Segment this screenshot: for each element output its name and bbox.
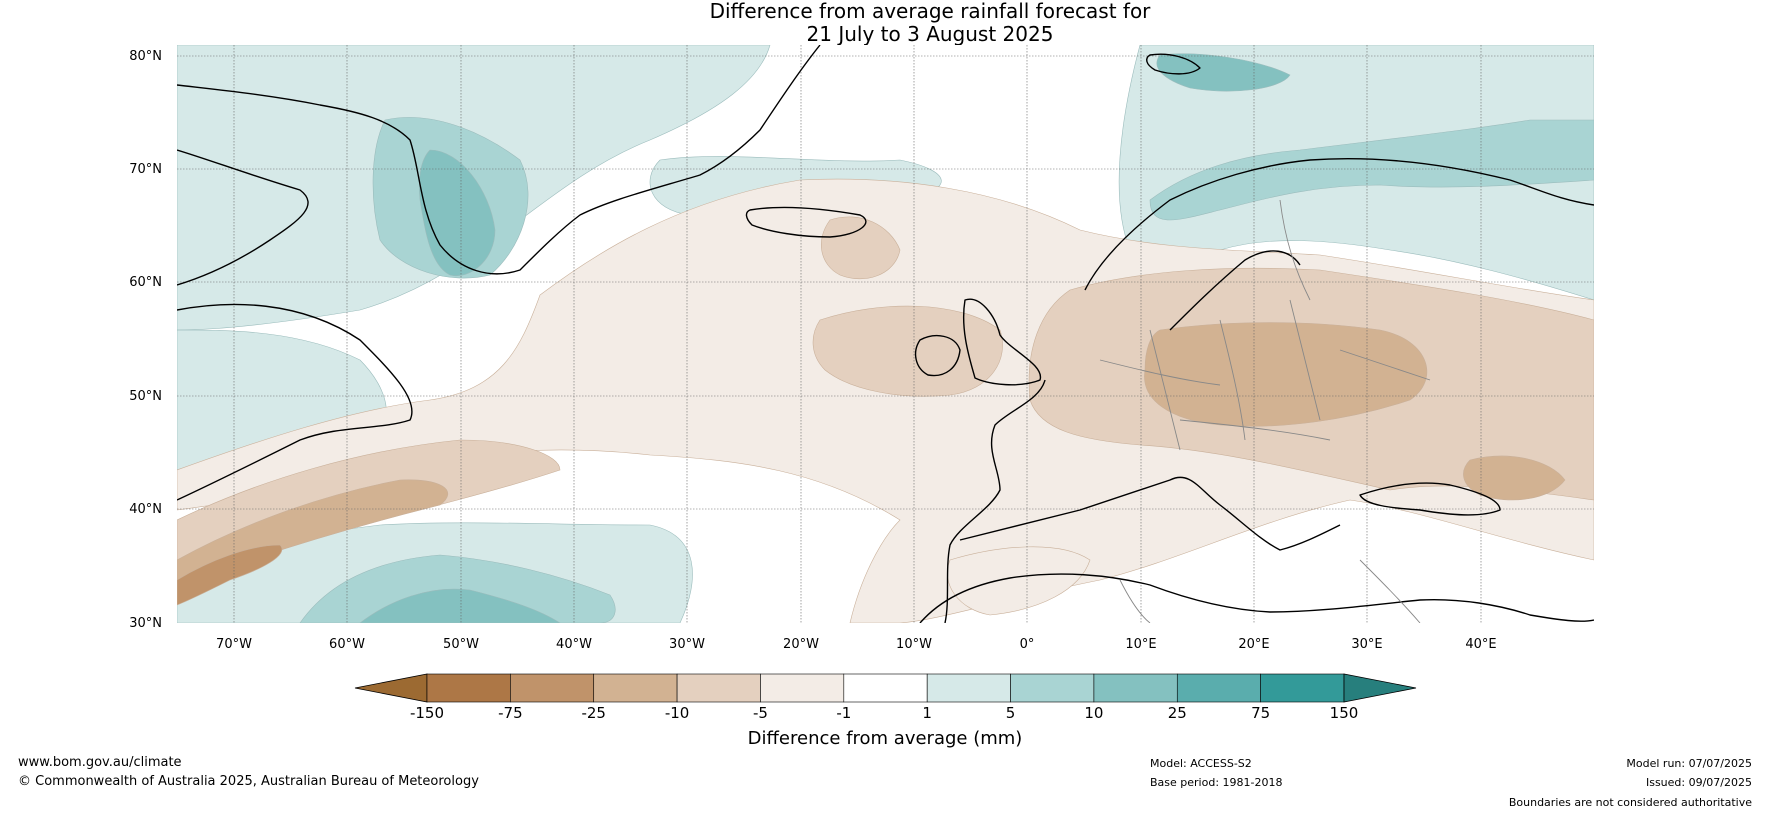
coastline-svalbard [1146,53,1201,75]
lon-label-40w: 40°W [556,637,592,652]
colorbar-segment [1093,673,1178,703]
colorbar-segment [593,673,678,703]
lat-label-50n: 50°N [129,389,162,404]
coastline-greenland-west [177,45,821,275]
lat-label-30n: 30°N [129,616,162,631]
dry-region-north-africa [947,546,1091,616]
colorbar-tick-label: -5 [753,704,768,722]
colorbar-tick-label: -25 [581,704,606,722]
dry-region-iceland-south [821,216,901,280]
footer-base-period: Base period: 1981-2018 [1150,776,1283,789]
colorbar-tick-label: -1 [836,704,851,722]
latitude-labels: 80°N 70°N 60°N 50°N 40°N 30°N [129,49,162,631]
wet-region-norway-coast [1149,119,1594,221]
coastline-great-britain [962,298,1041,386]
dry-region-central-europe-core [1144,322,1427,427]
colorbar-tick-label: -150 [410,704,444,722]
wet-region-greenland-east-core [419,149,496,277]
colorbar-segment [676,673,761,703]
lat-label-80n: 80°N [129,49,162,64]
dry-region-gulf-stream-peak [177,544,283,606]
dry-region-british-isles [812,305,1003,397]
coastline-western-europe [944,379,1046,623]
map-area [177,45,1594,623]
colorbar-segment [760,673,845,703]
coastline-sweden-baltic [1169,250,1301,331]
lon-label-30w: 30°W [669,637,705,652]
colorbar-tick-label: 5 [1006,704,1016,722]
lat-label-70n: 70°N [129,162,162,177]
colorbar-extension-low [354,673,428,703]
colorbar-segment [1176,673,1261,703]
colorbar-segment [426,673,511,703]
lon-label-20w: 20°W [783,637,819,652]
border-line-4 [1289,299,1321,421]
coastline-black-sea [1359,482,1501,516]
coastline-labrador [177,303,413,501]
footer-model-run: Model run: 07/07/2025 [1626,757,1752,770]
colorbar-tick-label: 150 [1330,704,1359,722]
lat-label-60n: 60°N [129,275,162,290]
lon-label-10e: 10°E [1125,637,1156,652]
wet-region-subtropical-peak [359,588,561,623]
lon-label-40e: 40°E [1465,637,1496,652]
border-line-6 [1279,199,1311,301]
graticule [177,45,1594,623]
colorbar-segment [926,673,1011,703]
colorbar-tick-label: -10 [665,704,690,722]
footer-website: www.bom.gov.au/climate [18,755,182,770]
border-line-2 [1149,329,1181,451]
lon-label-20e: 20°E [1238,637,1269,652]
border-line-8 [1359,559,1421,623]
dry-region-black-sea [1463,455,1566,501]
lon-label-60w: 60°W [329,637,365,652]
colorbar-label: Difference from average (mm) [748,728,1023,749]
coastline-baffin [177,149,309,286]
country-borders [1099,199,1431,623]
map-title: Difference from average rainfall forecas… [0,0,1770,46]
lon-label-30e: 30°E [1351,637,1382,652]
colorbar-extension-high [1343,673,1417,703]
footer-model: Model: ACCESS-S2 [1150,757,1252,770]
lon-label-10w: 10°W [896,637,932,652]
lat-label-40n: 40°N [129,502,162,517]
footer-issued: Issued: 09/07/2025 [1645,776,1752,789]
coastline-ireland [914,334,961,377]
colorbar-tick-label: 75 [1251,704,1270,722]
border-line-9 [1119,579,1151,623]
coastline-scandinavia [1084,158,1594,291]
colorbar-segment [843,673,928,703]
coastline-north-africa [919,573,1594,623]
colorbar: -150 -75 -25 -10 -5 -1 1 5 10 25 75 150 [354,673,1417,722]
colorbar-tick-label: 25 [1168,704,1187,722]
lon-label-0: 0° [1020,637,1035,652]
colorbar-segment [1260,673,1345,703]
title-line-2: 21 July to 3 August 2025 [806,22,1054,46]
colorbar-tick-label: -75 [498,704,523,722]
dry-anomaly-regions [177,178,1594,623]
footer-disclaimer: Boundaries are not considered authoritat… [1508,796,1752,809]
border-line-7 [1339,349,1431,381]
colorbar-segment [1010,673,1095,703]
lon-label-50w: 50°W [443,637,479,652]
lon-label-70w: 70°W [216,637,252,652]
longitude-labels: 70°W 60°W 50°W 40°W 30°W 20°W 10°W 0° 10… [216,637,1497,652]
coastline-mediterranean-north [959,476,1341,551]
colorbar-tick-label: 10 [1084,704,1103,722]
colorbar-tick-label: 1 [922,704,932,722]
border-line-1 [1099,359,1221,386]
border-line-5 [1179,419,1331,441]
colorbar-segment [510,673,595,703]
title-line-1: Difference from average rainfall forecas… [709,0,1151,23]
coastline-iceland [745,206,867,238]
coastlines [177,45,1594,623]
footer-copyright: © Commonwealth of Australia 2025, Austra… [18,774,479,789]
